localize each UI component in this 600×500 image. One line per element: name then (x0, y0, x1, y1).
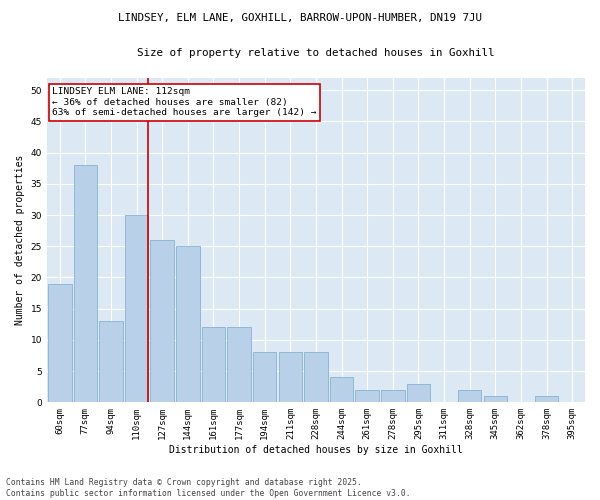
Bar (125, 215, 148, 402)
Y-axis label: Number of detached properties: Number of detached properties (15, 155, 25, 325)
Bar (99, 321, 123, 402)
Title: Size of property relative to detached houses in Goxhill: Size of property relative to detached ho… (137, 48, 495, 58)
Bar (253, 352, 277, 403)
Bar (330, 378, 353, 402)
Bar (381, 390, 404, 402)
Text: LINDSEY, ELM LANE, GOXHILL, BARROW-UPON-HUMBER, DN19 7JU: LINDSEY, ELM LANE, GOXHILL, BARROW-UPON-… (118, 12, 482, 22)
Bar (176, 246, 200, 402)
Bar (227, 328, 251, 402)
Bar (304, 352, 328, 403)
Bar (74, 165, 97, 402)
Bar (355, 390, 379, 402)
Bar (48, 284, 71, 403)
Bar (278, 352, 302, 403)
Bar (407, 384, 430, 402)
Bar (484, 396, 507, 402)
Bar (202, 328, 225, 402)
X-axis label: Distribution of detached houses by size in Goxhill: Distribution of detached houses by size … (169, 445, 463, 455)
Bar (458, 390, 481, 402)
Bar (151, 240, 174, 402)
Text: Contains HM Land Registry data © Crown copyright and database right 2025.
Contai: Contains HM Land Registry data © Crown c… (6, 478, 410, 498)
Text: LINDSEY ELM LANE: 112sqm
← 36% of detached houses are smaller (82)
63% of semi-d: LINDSEY ELM LANE: 112sqm ← 36% of detach… (52, 88, 317, 118)
Bar (535, 396, 559, 402)
